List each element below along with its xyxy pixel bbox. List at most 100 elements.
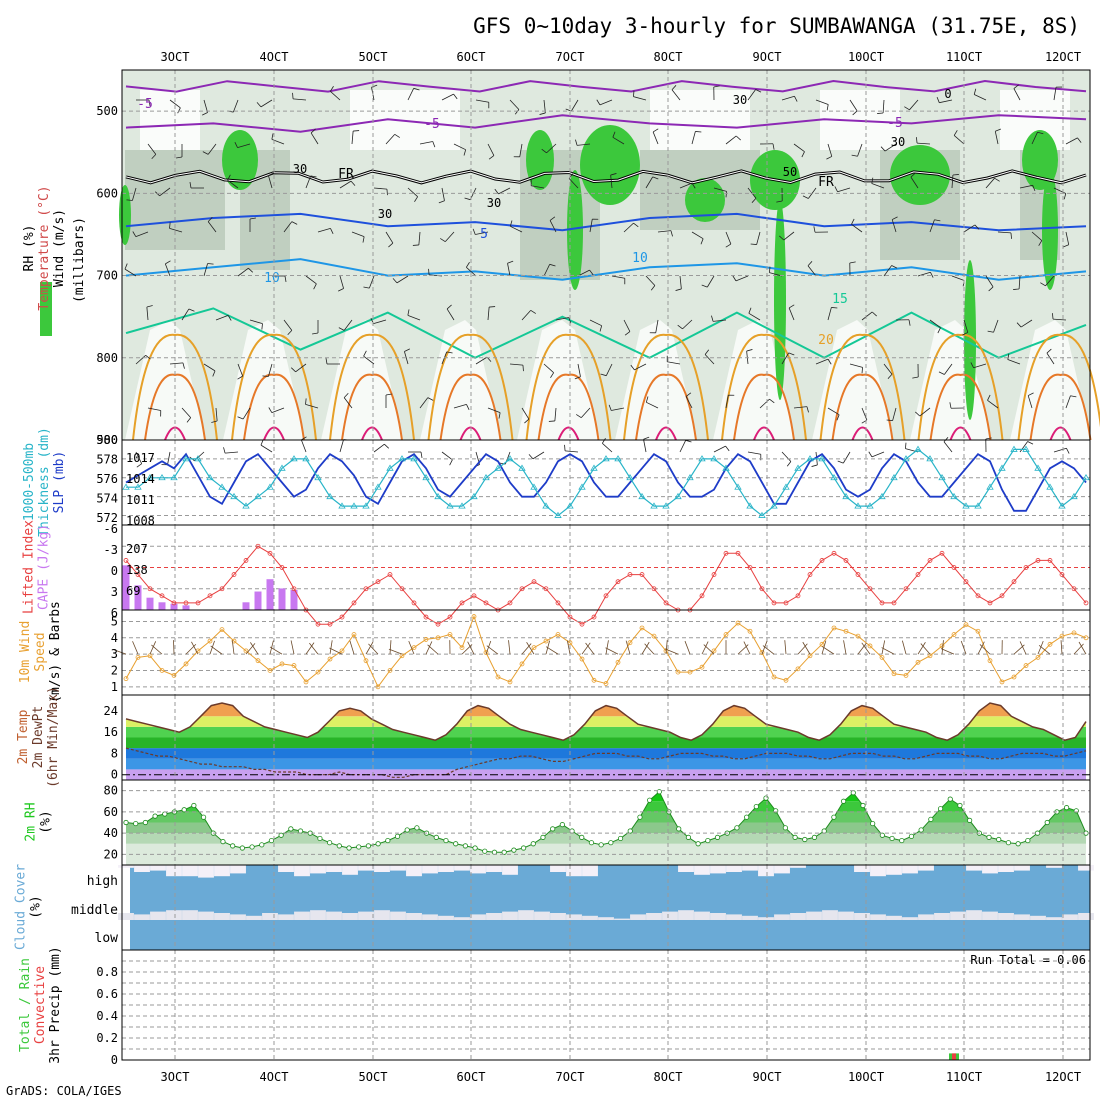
wind-barb-flag bbox=[1013, 288, 1020, 290]
surface-wind-barb bbox=[581, 642, 591, 655]
wind-barb bbox=[1007, 359, 1021, 365]
wind-barb bbox=[735, 275, 749, 282]
wind-speed-point bbox=[987, 658, 993, 664]
wind-barb bbox=[793, 406, 807, 409]
wind-barb-flag bbox=[256, 102, 262, 108]
thickness-point bbox=[254, 492, 262, 500]
wind-barb bbox=[1031, 132, 1038, 145]
pressure-tick: 800 bbox=[96, 351, 118, 365]
wind-barb bbox=[169, 228, 183, 233]
surface-wind-barb bbox=[467, 641, 475, 655]
wind-barb bbox=[891, 219, 897, 233]
thickness-point bbox=[890, 474, 898, 481]
wind-barb bbox=[725, 135, 737, 145]
wind-barb-flag bbox=[165, 260, 171, 265]
surface-wind-barb bbox=[703, 644, 715, 655]
middle-cloud-gap bbox=[358, 911, 374, 920]
date-tick-bottom: 9OCT bbox=[753, 1070, 782, 1084]
wind-barb bbox=[565, 450, 579, 453]
surface-wind-barb bbox=[408, 641, 415, 655]
high-cloud-gap bbox=[342, 865, 358, 875]
wind-barb bbox=[441, 93, 454, 101]
wind-barb bbox=[985, 177, 995, 189]
wind-barb bbox=[781, 451, 792, 462]
temp-line bbox=[125, 702, 1087, 741]
wind-barb-flag bbox=[652, 176, 659, 180]
wind-barb-flag bbox=[186, 417, 192, 423]
rh-point bbox=[491, 849, 498, 855]
isotherm-20 bbox=[721, 333, 807, 441]
wind-barb bbox=[704, 354, 715, 365]
wind-barb-flag bbox=[575, 139, 578, 146]
wind-barb bbox=[605, 363, 613, 376]
wind-speed-point bbox=[423, 637, 429, 642]
wind-barb-flag bbox=[284, 275, 287, 282]
wind-barb bbox=[368, 275, 375, 289]
wind-barb bbox=[939, 99, 953, 104]
rh-point bbox=[685, 834, 692, 840]
high-cloud-gap bbox=[358, 865, 374, 871]
isotherm-25 bbox=[1029, 373, 1092, 441]
rh-green-patch bbox=[567, 170, 583, 290]
surface-wind-barb bbox=[843, 640, 847, 655]
rh-point bbox=[462, 843, 468, 849]
wind-barb-flag bbox=[836, 414, 840, 421]
wind-barb bbox=[713, 187, 727, 192]
surface-wind-barb bbox=[802, 641, 811, 655]
lifted-index-point bbox=[723, 550, 729, 556]
lifted-index-point bbox=[843, 558, 849, 563]
thickness-point bbox=[206, 474, 214, 481]
thickness-point bbox=[542, 502, 550, 509]
wind-barb bbox=[147, 407, 161, 411]
wind-barb-flag bbox=[268, 407, 273, 413]
lifted-index-point bbox=[915, 572, 921, 577]
high-cloud-gap bbox=[1046, 865, 1062, 868]
surface-wind-barb bbox=[1060, 640, 1063, 655]
wind-barb-flag bbox=[248, 267, 254, 273]
thickness-point bbox=[518, 464, 526, 471]
high-cloud-gap bbox=[438, 865, 454, 872]
wind-speed-point bbox=[975, 628, 981, 634]
wind-barb bbox=[827, 307, 832, 321]
wind-barb-flag bbox=[949, 402, 952, 409]
wind-barb bbox=[748, 312, 761, 321]
wind-barb bbox=[546, 143, 557, 154]
wind-speed-point bbox=[1059, 633, 1065, 639]
wind-ylabel: 10m Wind bbox=[18, 621, 33, 684]
middle-cloud-gap bbox=[870, 914, 886, 920]
thickness-point bbox=[350, 502, 358, 509]
middle-cloud-gap bbox=[902, 917, 918, 920]
surface-wind-barb bbox=[1019, 641, 1027, 655]
high-cloud-gap bbox=[982, 865, 998, 874]
lifted-index-point bbox=[879, 600, 885, 606]
wind-barb-flag bbox=[675, 288, 682, 291]
middle-cloud-gap bbox=[294, 911, 310, 920]
wind-speed-point bbox=[795, 666, 801, 672]
wind-barb-flag bbox=[1027, 441, 1034, 445]
wind-barb bbox=[610, 175, 613, 189]
wind-barb bbox=[827, 407, 840, 416]
wind-barb bbox=[453, 404, 467, 409]
slp-tick: 1014 bbox=[126, 472, 155, 486]
rh-point bbox=[453, 841, 459, 847]
surface-wind-barb bbox=[784, 640, 787, 655]
wind-barb-flag bbox=[126, 199, 133, 201]
isotherm-30 bbox=[557, 426, 580, 441]
date-tick-bottom: 5OCT bbox=[359, 1070, 388, 1084]
dewpoint-line bbox=[125, 747, 1087, 778]
wind-barb bbox=[599, 99, 613, 106]
middle-cloud-gap bbox=[406, 913, 422, 920]
wind-speed-point bbox=[1035, 655, 1041, 660]
precip-tick: 0 bbox=[111, 1053, 118, 1067]
middle-cloud-gap bbox=[166, 910, 182, 920]
thickness-point bbox=[458, 502, 466, 509]
wind-speed-line bbox=[125, 615, 1087, 688]
rh-point bbox=[782, 825, 788, 831]
thickness-point bbox=[974, 502, 982, 509]
lifted-index-point bbox=[891, 600, 897, 606]
thickness-point bbox=[506, 455, 514, 462]
wind-barb bbox=[419, 397, 429, 409]
wind-speed-point bbox=[483, 650, 489, 655]
lifted-index-point bbox=[315, 621, 321, 627]
isotherm--5 bbox=[125, 114, 1087, 133]
